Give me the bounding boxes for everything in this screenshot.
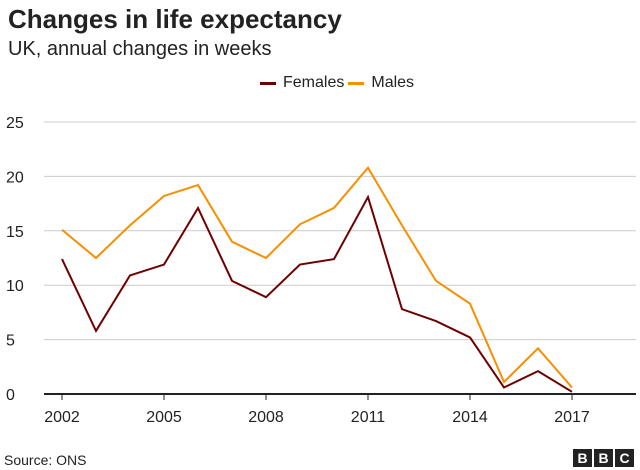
source-note: Source: ONS xyxy=(4,452,87,468)
legend-swatch-females xyxy=(260,81,276,85)
legend-label-males: Males xyxy=(371,74,415,91)
y-tick-label: 10 xyxy=(6,278,24,295)
legend-swatch-males xyxy=(348,81,365,85)
x-tick-label: 2011 xyxy=(351,409,386,426)
chart-subtitle: UK, annual changes in weeks xyxy=(8,38,272,60)
x-tick-label: 2017 xyxy=(554,409,590,426)
x-tick-label: 2005 xyxy=(146,409,182,426)
line-chart: 0 5 10 15 20 25 2002 2005 2008 2011 2014 2017 xyxy=(6,115,636,426)
chart-title: Changes in life expectancy xyxy=(8,4,342,34)
legend-label-females: Females xyxy=(283,74,345,91)
series-line-males xyxy=(61,165,573,389)
legend: Females Males xyxy=(260,74,414,92)
x-tick-label: 2002 xyxy=(44,409,80,426)
y-tick-label: 25 xyxy=(6,115,24,132)
x-tick-label: 2008 xyxy=(248,409,284,426)
series-line-females xyxy=(61,194,573,393)
y-tick-label: 20 xyxy=(6,169,24,186)
y-tick-label: 5 xyxy=(6,333,15,350)
y-tick-label: 0 xyxy=(6,387,15,404)
x-tick-label: 2014 xyxy=(452,409,488,426)
y-tick-label: 15 xyxy=(6,224,24,241)
